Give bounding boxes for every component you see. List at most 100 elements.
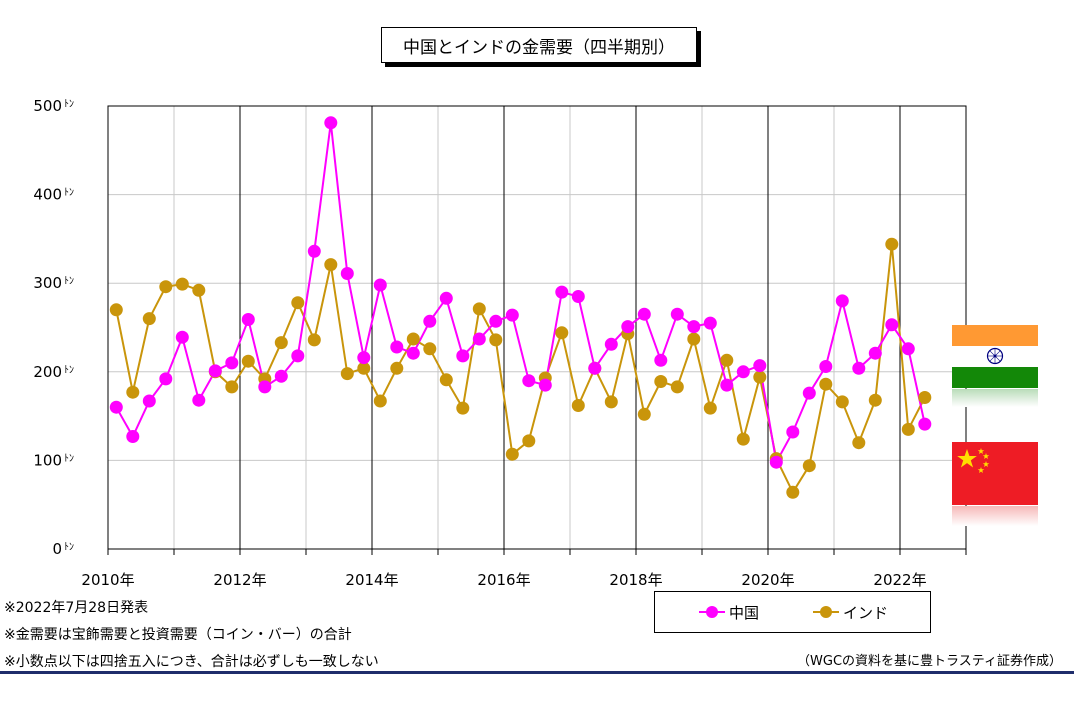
data-point-india	[340, 367, 354, 381]
data-point-china	[918, 417, 932, 431]
data-point-china	[142, 394, 156, 408]
y-tick-label: 300	[33, 274, 62, 292]
data-point-china	[208, 364, 222, 378]
data-point-india	[373, 394, 387, 408]
data-point-china	[604, 337, 618, 351]
data-point-india	[390, 361, 404, 375]
data-point-china	[241, 313, 255, 326]
ashoka-chakra-icon	[986, 347, 1004, 365]
data-point-india	[753, 370, 767, 384]
y-tick-unit: ﾄﾝ	[64, 188, 74, 199]
data-point-india	[901, 422, 915, 436]
data-point-india	[472, 302, 486, 316]
note-demand-definition: ※金需要は宝飾需要と投資需要（コイン・バー）の合計	[4, 627, 352, 643]
bottom-rule	[0, 671, 1074, 674]
data-point-india	[654, 375, 668, 388]
data-point-china	[439, 291, 453, 305]
data-point-china	[786, 425, 800, 439]
x-tick-label: 2016年	[477, 571, 530, 589]
data-point-india	[126, 385, 140, 399]
india-flag	[952, 325, 1038, 388]
data-point-china	[802, 386, 816, 400]
data-point-india	[291, 296, 305, 310]
data-point-india	[670, 380, 684, 394]
data-point-china	[852, 361, 866, 375]
data-point-china	[654, 353, 668, 367]
y-tick-unit: ﾄﾝ	[64, 276, 74, 287]
y-tick-label: 100	[33, 451, 62, 469]
data-point-india	[324, 258, 338, 272]
data-point-india	[918, 391, 932, 404]
data-point-china	[423, 314, 437, 328]
data-point-india	[786, 485, 800, 499]
data-point-china	[703, 316, 717, 330]
data-point-china	[720, 378, 734, 392]
legend-item-china: 中国	[699, 592, 759, 632]
y-tick-unit: ﾄﾝ	[64, 542, 74, 553]
data-point-china	[885, 318, 899, 332]
legend-item-india: インド	[813, 592, 888, 632]
data-point-china	[522, 374, 536, 388]
data-point-india	[274, 336, 288, 350]
legend: 中国 インド	[654, 591, 931, 633]
data-point-china	[126, 430, 140, 443]
data-point-india	[423, 342, 437, 356]
data-point-china	[175, 330, 189, 344]
x-tick-label: 2020年	[741, 571, 794, 589]
chart-title-text: 中国とインドの金需要（四半期別）	[403, 37, 675, 58]
note-release-date: ※2022年7月28日発表	[4, 600, 149, 616]
data-point-india	[307, 333, 321, 347]
data-point-india	[505, 447, 519, 461]
data-point-china	[109, 400, 123, 414]
plot-background	[108, 106, 966, 549]
data-point-india	[571, 399, 585, 412]
data-point-china	[373, 278, 387, 292]
legend-swatch-china	[699, 605, 725, 619]
data-point-india	[439, 373, 453, 387]
data-point-china	[192, 393, 206, 407]
data-point-china	[456, 349, 470, 363]
data-point-india	[522, 434, 536, 448]
data-point-india	[192, 283, 206, 297]
data-point-india	[225, 380, 239, 394]
source-credit: （WGCの資料を基に豊トラスティ証券作成）	[797, 654, 1062, 669]
data-point-china	[538, 378, 552, 392]
data-point-india	[456, 401, 470, 415]
data-point-china	[340, 267, 354, 280]
data-point-china	[505, 308, 519, 322]
data-point-china	[406, 346, 420, 360]
data-point-india	[159, 280, 173, 294]
data-point-india	[852, 436, 866, 450]
data-point-china	[489, 314, 503, 328]
china-flag	[952, 442, 1038, 505]
data-point-china	[307, 244, 321, 258]
data-point-china	[258, 380, 272, 394]
data-point-india	[819, 377, 833, 391]
china-flag-reflection	[952, 506, 1038, 526]
legend-label-india: インド	[843, 603, 889, 622]
data-point-india	[241, 354, 255, 368]
data-point-china	[357, 351, 371, 365]
x-tick-label: 2010年	[81, 571, 134, 589]
data-point-china	[291, 349, 305, 363]
data-point-china	[670, 307, 684, 321]
chart-title: 中国とインドの金需要（四半期別）	[381, 27, 697, 63]
data-point-india	[720, 353, 734, 367]
data-point-india	[637, 407, 651, 421]
y-tick-label: 200	[33, 363, 62, 381]
india-flag-green-band	[952, 367, 1038, 388]
gridlines	[108, 106, 966, 549]
data-point-china	[769, 455, 783, 469]
data-point-india	[868, 393, 882, 407]
x-tick-label: 2018年	[609, 571, 662, 589]
india-flag-white-band	[952, 346, 1038, 367]
data-point-china	[390, 340, 404, 354]
data-point-china	[588, 361, 602, 375]
legend-label-china: 中国	[729, 603, 760, 622]
data-point-china	[324, 116, 338, 130]
data-point-india	[802, 459, 816, 473]
data-point-china	[901, 342, 915, 356]
data-point-india	[489, 333, 503, 347]
data-point-china	[555, 285, 569, 299]
data-point-china	[571, 290, 585, 303]
